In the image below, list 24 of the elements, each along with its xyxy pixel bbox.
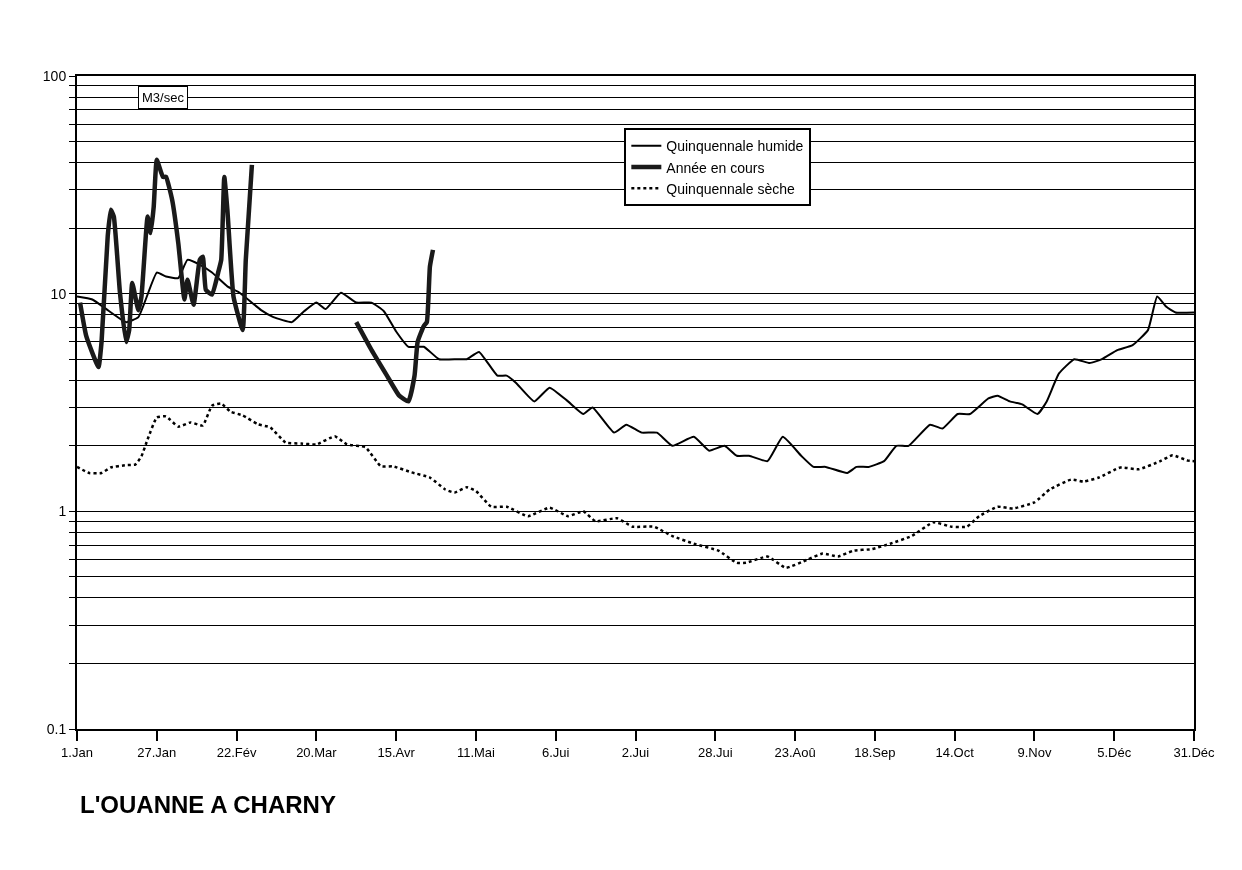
y-axis-title: M3/sec: [142, 90, 185, 105]
x-tick-label: 28.Jui: [697, 744, 733, 760]
x-tick-label: 1.Jan: [61, 744, 93, 760]
y-tick-label: 0.1: [46, 720, 67, 737]
x-tick-label: 22.Fév: [216, 744, 257, 760]
x-tick-label: 14.Oct: [935, 744, 975, 760]
text: L'OUANNE A CHARNY: [80, 791, 336, 819]
legend-label: Quinquennale humide: [666, 138, 804, 155]
x-tick-label: 11.Mai: [456, 744, 496, 760]
legend-label: Quinquennale sèche: [666, 180, 795, 197]
x-tick-label: 18.Sep: [854, 744, 896, 760]
y-tick-label: 100: [42, 67, 67, 84]
x-tick-label: 9.Nov: [1017, 744, 1052, 760]
x-tick-label: 5.Déc: [1097, 744, 1132, 760]
y-tick-label: 10: [50, 285, 67, 302]
x-tick-label: 6.Jui: [541, 744, 570, 760]
legend-label: Année en cours: [666, 159, 765, 176]
x-tick-label: 27.Jan: [137, 744, 177, 760]
y-tick-label: 1: [58, 503, 67, 520]
x-tick-label: 31.Déc: [1173, 744, 1216, 760]
x-tick-label: 20.Mar: [296, 744, 338, 760]
x-tick-label: 2.Jui: [621, 744, 650, 760]
x-tick-label: 23.Aoû: [774, 744, 816, 760]
x-tick-label: 15.Avr: [377, 744, 416, 760]
